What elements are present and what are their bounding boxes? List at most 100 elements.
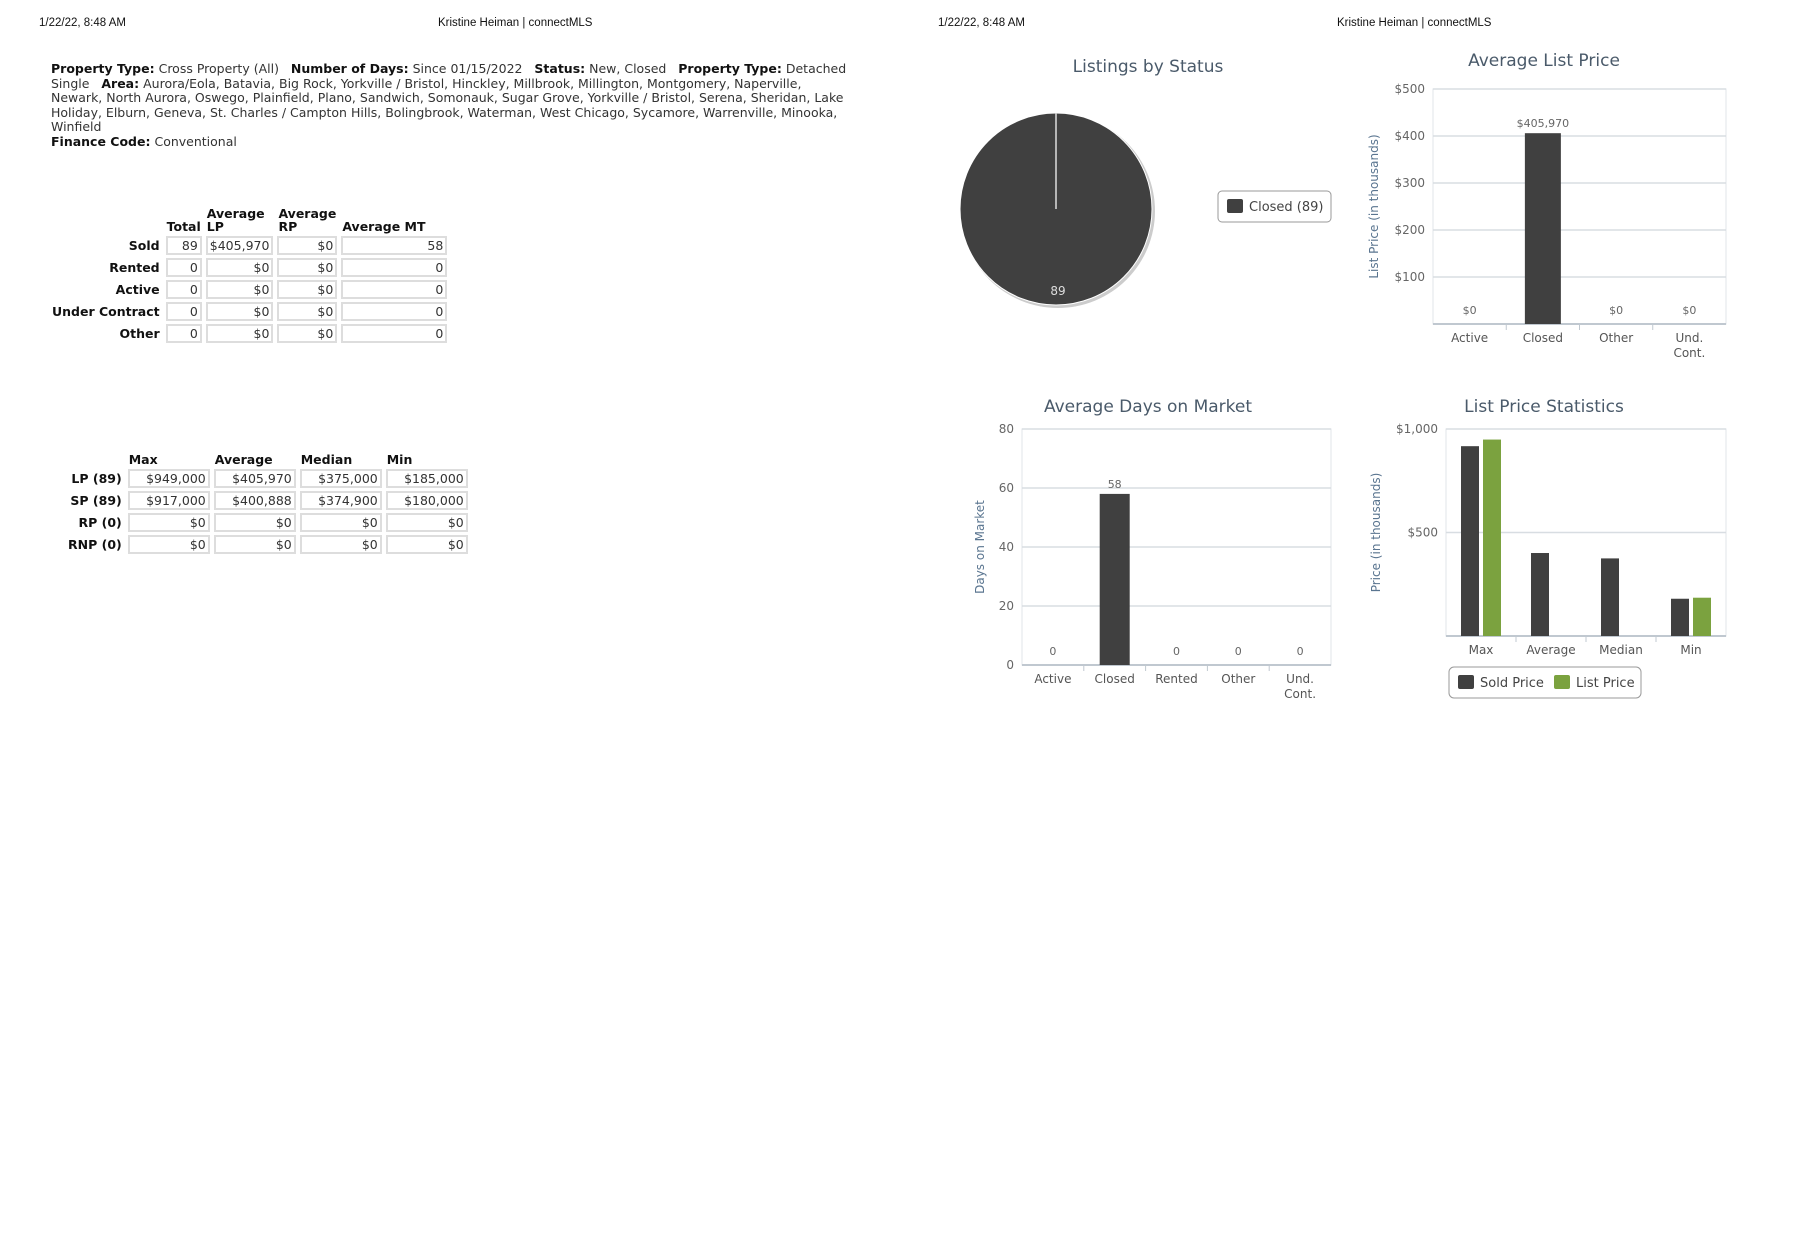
x-tick-label: Other [1221, 672, 1255, 686]
table-cell: $374,900 [299, 491, 382, 510]
y-tick-label: $500 [1394, 82, 1425, 96]
data-label: 0 [1235, 645, 1242, 658]
bar-sold-price [1461, 446, 1479, 636]
criteria-value: Cross Property (All) [158, 61, 279, 76]
criteria-value: New, Closed [589, 61, 667, 76]
table-cell: 0 [165, 258, 202, 277]
x-tick-label: Closed [1523, 331, 1563, 345]
table-cell: $0 [205, 280, 274, 299]
table-cell: $405,970 [213, 469, 296, 488]
table-cell: $0 [299, 513, 382, 532]
x-tick-label: Rented [1155, 672, 1198, 686]
price-table: Max Average Median Min LP (89) $949,000 $405,9… [62, 450, 472, 557]
y-tick-label: 0 [1006, 658, 1014, 672]
table-cell: $0 [127, 513, 210, 532]
bar-closed [1524, 133, 1561, 324]
table-cell: 0 [341, 258, 448, 277]
chart-title: Average List Price [1468, 51, 1620, 71]
data-label: 0 [1297, 645, 1304, 658]
criteria-label: Number of Days: [290, 61, 409, 76]
table-cell: $405,970 [205, 236, 274, 255]
print-user: Kristine Heiman | connectMLS [1337, 17, 1492, 29]
y-tick-label: $300 [1394, 176, 1425, 190]
row-label: SP (89) [70, 493, 122, 508]
criteria-label: Property Type: [51, 61, 155, 76]
column-header: Max [128, 452, 158, 467]
chart-title: Listings by Status [1073, 57, 1224, 77]
y-tick-label: $200 [1394, 223, 1425, 237]
table-cell: 0 [341, 324, 448, 343]
table-row: Active 0 $0 $0 0 [50, 280, 448, 299]
row-label: Sold [128, 238, 160, 253]
print-datetime: 1/22/22, 8:48 AM [39, 17, 126, 29]
y-tick-label: 20 [999, 599, 1014, 613]
column-header: Min [386, 452, 413, 467]
table-cell: $0 [385, 535, 468, 554]
data-label: 0 [1049, 645, 1056, 658]
criteria-label: Status: [534, 61, 586, 76]
table-cell: $0 [277, 280, 338, 299]
table-row: Sold 89 $405,970 $0 58 [50, 236, 448, 255]
column-header: Average MT [342, 219, 426, 234]
criteria-value: Since 01/15/2022 [412, 61, 523, 76]
table-row: RNP (0) $0 $0 $0 $0 [66, 535, 468, 554]
chart-legend [1448, 666, 1642, 699]
table-cell: $0 [205, 302, 274, 321]
table-cell: 0 [341, 280, 448, 299]
data-label: 58 [1108, 478, 1122, 491]
row-label: Active [115, 282, 160, 297]
table-cell: 58 [341, 236, 448, 255]
data-label: 0 [1173, 645, 1180, 658]
y-tick-label: 60 [999, 481, 1014, 495]
bar-list-price [1693, 597, 1711, 636]
column-header: Total [166, 219, 201, 234]
table-row: RP (0) $0 $0 $0 $0 [66, 513, 468, 532]
y-tick-label: $100 [1394, 270, 1425, 284]
table-cell: $0 [277, 258, 338, 277]
row-label: Under Contract [52, 304, 160, 319]
legend-label: Closed (89) [1249, 200, 1323, 215]
criteria-label: Area: [101, 75, 140, 91]
print-datetime: 1/22/22, 8:48 AM [938, 17, 1025, 29]
bar-sold-price [1601, 558, 1619, 636]
table-cell: $0 [205, 258, 274, 277]
table-cell: $0 [213, 535, 296, 554]
data-label: $0 [1682, 304, 1696, 317]
y-axis-label: List Price (in thousands) [1367, 134, 1381, 278]
column-header: Average [214, 452, 273, 467]
y-tick-label: 80 [999, 422, 1014, 436]
table-cell: $0 [127, 535, 210, 554]
table-cell: 0 [165, 280, 202, 299]
row-label: RP (0) [78, 515, 122, 530]
x-tick-label: Active [1034, 672, 1071, 686]
chart-title: List Price Statistics [1464, 397, 1624, 417]
table-cell: 0 [341, 302, 448, 321]
data-label: $0 [1463, 304, 1477, 317]
table-cell: $917,000 [127, 491, 210, 510]
search-criteria: Property Type: Cross Property (All) Numb… [51, 61, 851, 149]
table-cell: $0 [277, 302, 338, 321]
table-cell: $0 [299, 535, 382, 554]
legend-swatch-list-price [1554, 675, 1570, 689]
row-label: LP (89) [71, 471, 122, 486]
y-tick-label: $400 [1394, 129, 1425, 143]
chart-title: Average Days on Market [1044, 397, 1252, 417]
row-label: RNP (0) [68, 537, 122, 552]
print-user: Kristine Heiman | connectMLS [438, 17, 593, 29]
table-cell: $185,000 [385, 469, 468, 488]
legend-label: List Price [1576, 676, 1635, 691]
table-row: Under Contract 0 $0 $0 0 [50, 302, 448, 321]
table-row: Rented 0 $0 $0 0 [50, 258, 448, 277]
table-cell: 89 [165, 236, 202, 255]
y-axis-label: Price (in thousands) [1369, 473, 1383, 593]
table-cell: $0 [213, 513, 296, 532]
bar-sold-price [1671, 598, 1689, 636]
criteria-value: Aurora/Eola, Batavia, Big Rock, Yorkvill… [51, 75, 844, 134]
table-cell: $180,000 [385, 491, 468, 510]
criteria-value: Conventional [154, 133, 237, 149]
pie-data-label: 89 [1050, 284, 1065, 298]
x-tick-label: Und. Cont. [1284, 672, 1316, 701]
summary-table: Total Average LP Average RP Average MT Sold 8… [46, 204, 451, 346]
y-tick-label: $500 [1407, 526, 1438, 540]
table-cell: $0 [205, 324, 274, 343]
